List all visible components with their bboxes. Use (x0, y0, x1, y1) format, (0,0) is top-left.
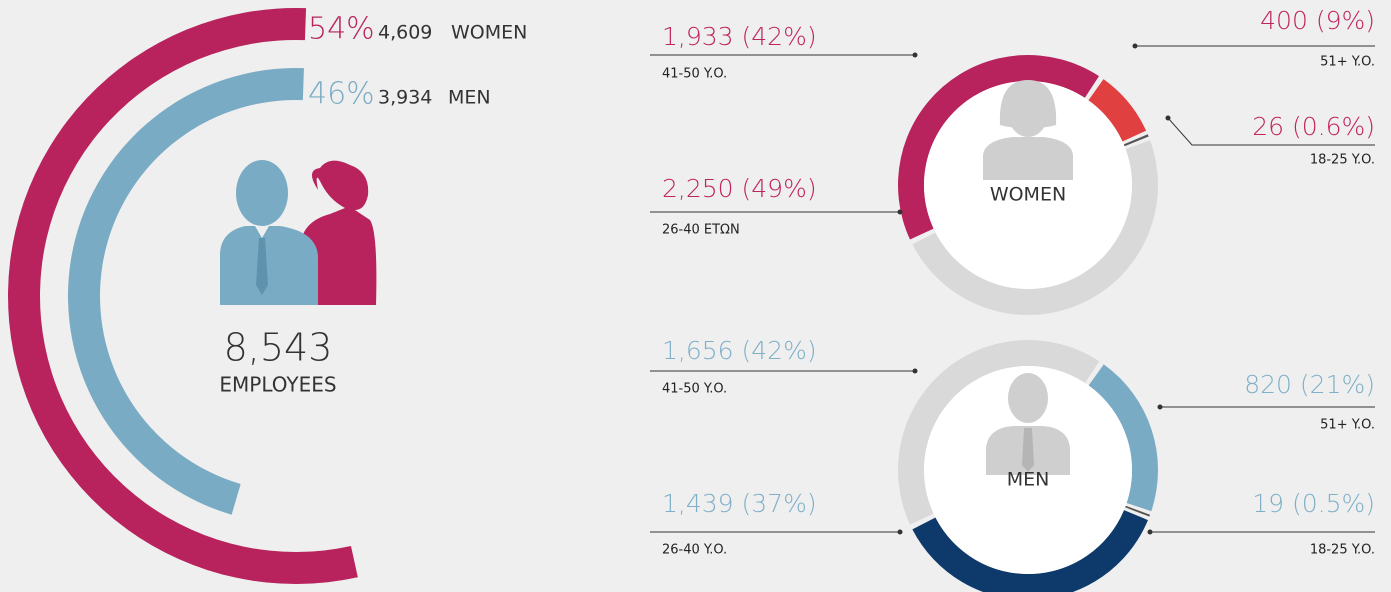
segment-category: 18-25 Y.O. (1310, 543, 1375, 558)
leader-dot (1132, 43, 1138, 49)
body (983, 137, 1073, 180)
segment-label: 2,250 (49%) (662, 174, 817, 203)
gender-percent: 54% (308, 12, 375, 47)
segment-category: 26-40 ΕΤΩΝ (662, 223, 740, 238)
donut-segment (1088, 364, 1158, 512)
segment-label: 1,933 (42%) (662, 22, 817, 51)
leader-dot (912, 368, 918, 374)
person-icon (983, 80, 1073, 180)
leader-dot (912, 52, 918, 58)
segment-category: 41-50 Y.O. (662, 382, 727, 397)
donut-center (924, 81, 1132, 289)
total: 8,543 (224, 326, 333, 370)
donut-segment (1088, 79, 1147, 142)
donut-title: WOMEN (990, 184, 1066, 206)
leader-dot (897, 529, 903, 535)
gender-count: 4,609 (378, 22, 432, 44)
person-icon (986, 373, 1070, 475)
segment-category: 51+ Y.O. (1320, 418, 1375, 433)
donut-segment (912, 510, 1148, 592)
people-icon (220, 160, 377, 305)
leader-dot (1165, 115, 1171, 121)
leader-dot (897, 209, 903, 215)
segment-label: 19 (0.5%) (1252, 489, 1375, 518)
leader-dot (1147, 529, 1153, 535)
head (1008, 373, 1048, 423)
donut-segment (898, 55, 1099, 240)
gender-count: 3,934 (378, 87, 432, 109)
donut-segment (1123, 134, 1149, 147)
tie (1022, 428, 1034, 472)
donut-title: MEN (1007, 469, 1050, 491)
donut-segment (898, 339, 1100, 525)
segment-category: 51+ Y.O. (1320, 55, 1375, 70)
leader-dot (1157, 404, 1163, 410)
segment-label: 820 (21%) (1244, 370, 1375, 399)
segment-label: 26 (0.6%) (1252, 112, 1375, 141)
gender-name: MEN (448, 87, 491, 109)
segment-label: 400 (9%) (1260, 6, 1375, 35)
segment-category: 18-25 Y.O. (1310, 153, 1375, 168)
donut-segment (1125, 505, 1151, 517)
segment-category: 26-40 Y.O. (662, 543, 727, 558)
leader-line (1167, 117, 1375, 146)
segment-label: 1,656 (42%) (662, 336, 817, 365)
segment-label: 1,439 (37%) (662, 489, 817, 518)
segment-category: 41-50 Y.O. (662, 67, 727, 82)
total-name: EMPLOYEES (219, 373, 336, 397)
gender-name: WOMEN (451, 22, 527, 44)
gender-percent: 46% (308, 77, 375, 112)
head (1008, 89, 1048, 137)
gender-arc (68, 68, 304, 515)
donut-segment (912, 140, 1158, 315)
